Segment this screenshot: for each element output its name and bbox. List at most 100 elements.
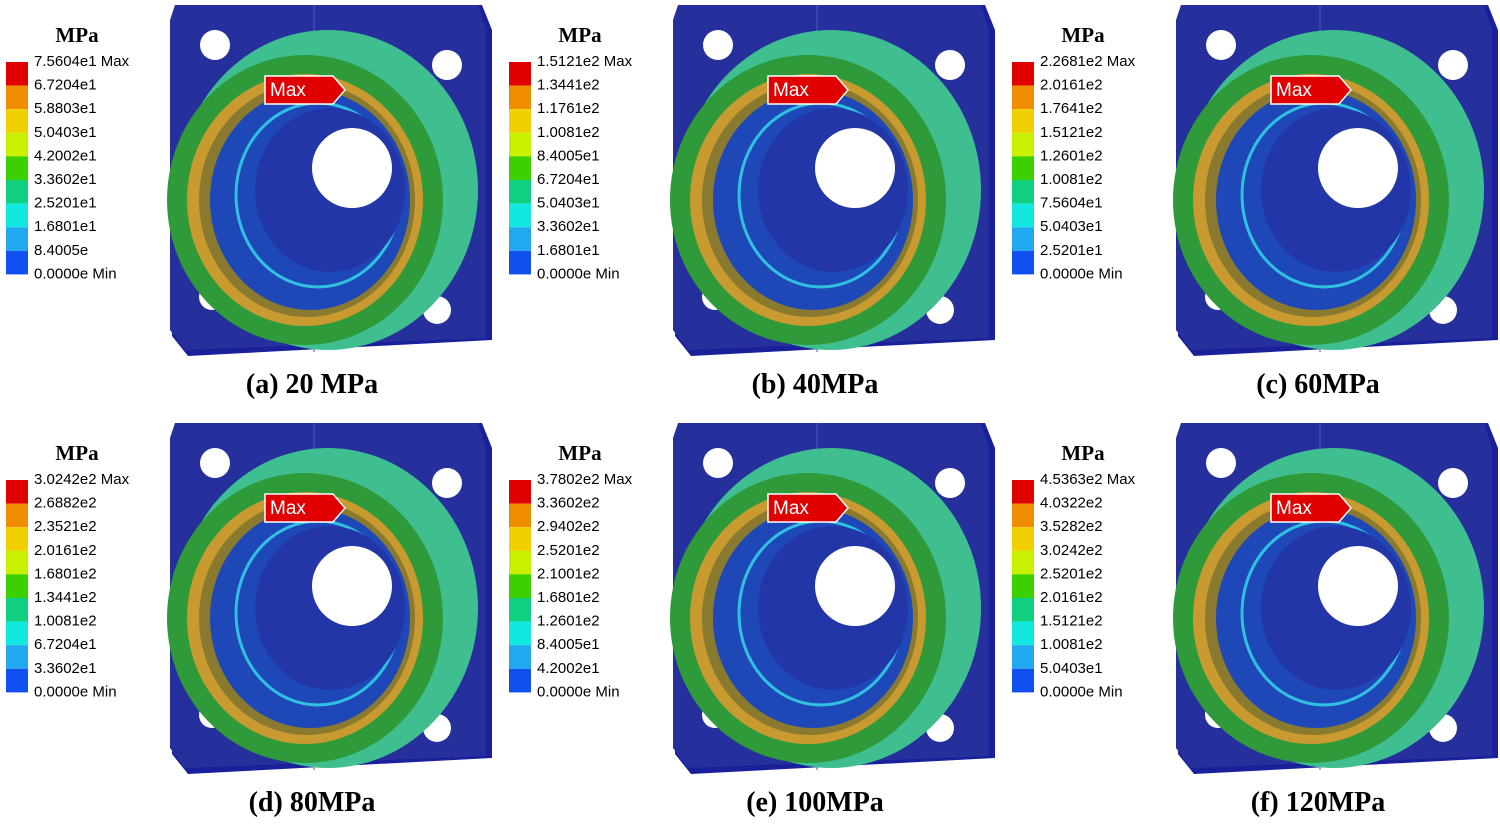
legend-label: 2.2681e2 Max — [1040, 53, 1136, 70]
legend-label: 1.1761e2 — [537, 100, 600, 117]
legend-swatch — [1012, 156, 1034, 180]
model: Max — [670, 423, 995, 774]
legend-swatch — [509, 85, 531, 110]
legend-label: 1.6801e1 — [34, 218, 97, 235]
legend-label: 5.0403e1 — [34, 124, 97, 141]
model: Max — [1173, 5, 1498, 356]
legend-swatch — [1012, 132, 1034, 157]
legend-label: 3.3602e2 — [537, 495, 600, 512]
legend-label: 6.7204e1 — [537, 171, 600, 188]
legend-swatch — [6, 621, 28, 646]
legend-swatch — [509, 227, 531, 251]
bolt-hole — [935, 468, 965, 498]
legend-label: 4.2002e1 — [537, 660, 600, 677]
max-label: Max — [1276, 498, 1312, 519]
legend-label: 4.2002e1 — [34, 147, 97, 164]
legend-label: 0.0000e Min — [537, 683, 620, 700]
max-flag — [1270, 75, 1352, 105]
legend-label: 1.3441e2 — [34, 589, 97, 606]
legend-label: 3.7802e2 Max — [537, 471, 633, 488]
legend-swatch — [6, 503, 28, 528]
legend-swatch — [509, 527, 531, 551]
legend-label: 3.0242e2 — [1040, 542, 1103, 559]
legend-label: 0.0000e Min — [34, 683, 117, 700]
model: Max — [167, 423, 492, 774]
legend-label: 1.3441e2 — [537, 77, 600, 94]
legend-label: 7.5604e1 — [1040, 195, 1103, 212]
legend-unit: MPa — [558, 23, 602, 47]
legend-label: 8.4005e1 — [537, 636, 600, 653]
legend-swatch — [6, 480, 28, 504]
legend-swatch — [6, 550, 28, 575]
legend-swatch — [509, 180, 531, 204]
legend-label: 1.7641e2 — [1040, 100, 1103, 117]
caption: (c) 60MPa — [1256, 369, 1380, 400]
legend-swatch — [1012, 203, 1034, 228]
legend-swatch — [1012, 527, 1034, 551]
legend-swatch — [1012, 85, 1034, 110]
max-flag — [264, 75, 346, 105]
legend-swatch — [509, 503, 531, 528]
legend-swatch — [6, 156, 28, 180]
legend-unit: MPa — [55, 23, 99, 47]
legend-swatch — [1012, 109, 1034, 133]
legend-label: 2.5201e2 — [537, 542, 600, 559]
panel: Max MPa 3.7802e2 Max 3.3602e2 2.9402e2 2.5201… — [509, 423, 995, 818]
panel: Max MPa 4.5363e2 Max 4.0322e2 3.5282e2 3.0242… — [1012, 423, 1498, 818]
legend-label: 0.0000e Min — [34, 265, 117, 282]
panel: Max MPa 7.5604e1 Max 6.7204e1 5.8803e1 5.0403… — [6, 5, 492, 400]
legend-label: 2.0161e2 — [34, 542, 97, 559]
legend-label: 2.1001e2 — [537, 565, 600, 582]
legend-swatch — [6, 598, 28, 622]
legend-label: 7.5604e1 Max — [34, 53, 130, 70]
legend-swatch — [1012, 180, 1034, 204]
legend-swatch — [1012, 574, 1034, 598]
bolt-hole — [432, 50, 462, 80]
caption: (b) 40MPa — [752, 369, 879, 400]
legend-label: 5.0403e1 — [1040, 218, 1103, 235]
legend-swatch — [509, 250, 531, 275]
legend-label: 6.7204e1 — [34, 636, 97, 653]
legend-label: 1.6801e2 — [34, 565, 97, 582]
legend-swatch — [1012, 227, 1034, 251]
bolt-hole — [1206, 448, 1236, 478]
bolt-hole — [703, 448, 733, 478]
legend-label: 2.5201e2 — [1040, 565, 1103, 582]
legend-swatch — [509, 109, 531, 133]
legend-label: 6.7204e1 — [34, 77, 97, 94]
max-flag — [767, 75, 849, 105]
max-flag — [767, 493, 849, 523]
legend-swatch — [1012, 62, 1034, 86]
max-label: Max — [1276, 80, 1312, 101]
legend-label: 3.0242e2 Max — [34, 471, 130, 488]
legend-swatch — [1012, 598, 1034, 622]
center-hole — [815, 546, 895, 626]
legend-label: 2.5201e1 — [1040, 242, 1103, 259]
bolt-hole — [432, 468, 462, 498]
legend-swatch — [509, 132, 531, 157]
panel: Max MPa 2.2681e2 Max 2.0161e2 1.7641e2 1.5121… — [1012, 5, 1498, 400]
legend-label: 3.5282e2 — [1040, 518, 1103, 535]
legend-swatch — [1012, 503, 1034, 528]
center-hole — [312, 128, 392, 208]
legend-swatch — [6, 132, 28, 157]
legend-swatch — [6, 203, 28, 228]
legend-swatch — [6, 645, 28, 669]
legend-label: 5.0403e1 — [537, 195, 600, 212]
center-hole — [815, 128, 895, 208]
legend-swatch — [509, 62, 531, 86]
caption: (a) 20 MPa — [246, 369, 378, 400]
legend-label: 1.2601e2 — [1040, 147, 1103, 164]
legend-swatch — [509, 203, 531, 228]
legend-swatch — [6, 109, 28, 133]
legend-label: 4.0322e2 — [1040, 495, 1103, 512]
caption: (e) 100MPa — [746, 787, 884, 818]
bolt-hole — [935, 50, 965, 80]
legend-label: 1.0081e2 — [34, 613, 97, 630]
legend-label: 1.5121e2 Max — [537, 53, 633, 70]
legend-swatch — [509, 574, 531, 598]
legend-swatch — [509, 156, 531, 180]
legend-label: 4.5363e2 Max — [1040, 471, 1136, 488]
bolt-hole — [200, 30, 230, 60]
